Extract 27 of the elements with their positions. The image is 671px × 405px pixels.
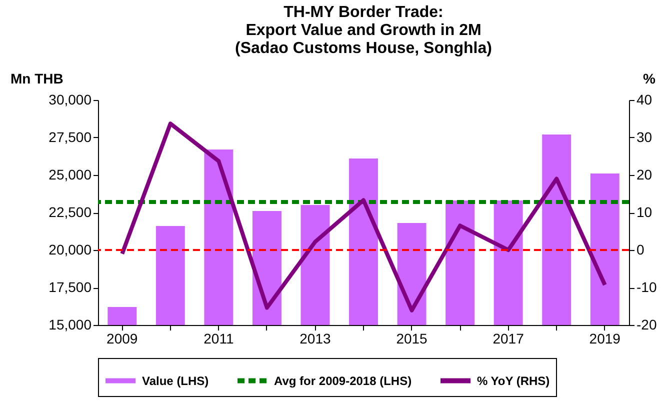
x-tick-label: 2013 bbox=[300, 330, 332, 346]
y-tick-label: 17,500 bbox=[48, 279, 92, 295]
y2-tick-label: 0 bbox=[636, 242, 644, 258]
y2-tick-label: 30 bbox=[636, 129, 652, 145]
y2-tick-label: -20 bbox=[636, 316, 657, 332]
y2-tick-label: 20 bbox=[636, 166, 652, 182]
line-series bbox=[120, 122, 607, 312]
y2-tick-label: 40 bbox=[636, 92, 652, 108]
y2-tick-label: -10 bbox=[636, 279, 657, 295]
x-tick-label: 2009 bbox=[106, 330, 138, 346]
y-tick-label: 25,000 bbox=[48, 166, 92, 182]
legend-label: Avg for 2009-2018 (LHS) bbox=[274, 374, 412, 388]
y-tick-label: 15,000 bbox=[48, 316, 92, 332]
y-tick-label: 30,000 bbox=[48, 92, 92, 108]
y-tick-label: 22,500 bbox=[48, 204, 92, 220]
y-axis-title: Mn THB bbox=[10, 70, 64, 86]
x-tick-label: 2011 bbox=[204, 330, 234, 346]
chart-title: TH-MY Border Trade: Export Value and Growth in 2M (Sadao Customs House, Songhla) bbox=[235, 4, 492, 57]
y-tick-label: 27,500 bbox=[48, 129, 92, 145]
y2-axis-title: % bbox=[643, 70, 656, 86]
y-tick-label: 20,000 bbox=[48, 242, 92, 258]
x-tick-label: 2019 bbox=[589, 330, 621, 346]
x-tick-label: 2017 bbox=[492, 330, 524, 346]
y2-tick-label: 10 bbox=[636, 204, 652, 220]
legend-label: % YoY (RHS) bbox=[477, 374, 550, 388]
x-tick-label: 2015 bbox=[396, 330, 428, 346]
legend-label: Value (LHS) bbox=[142, 374, 209, 388]
